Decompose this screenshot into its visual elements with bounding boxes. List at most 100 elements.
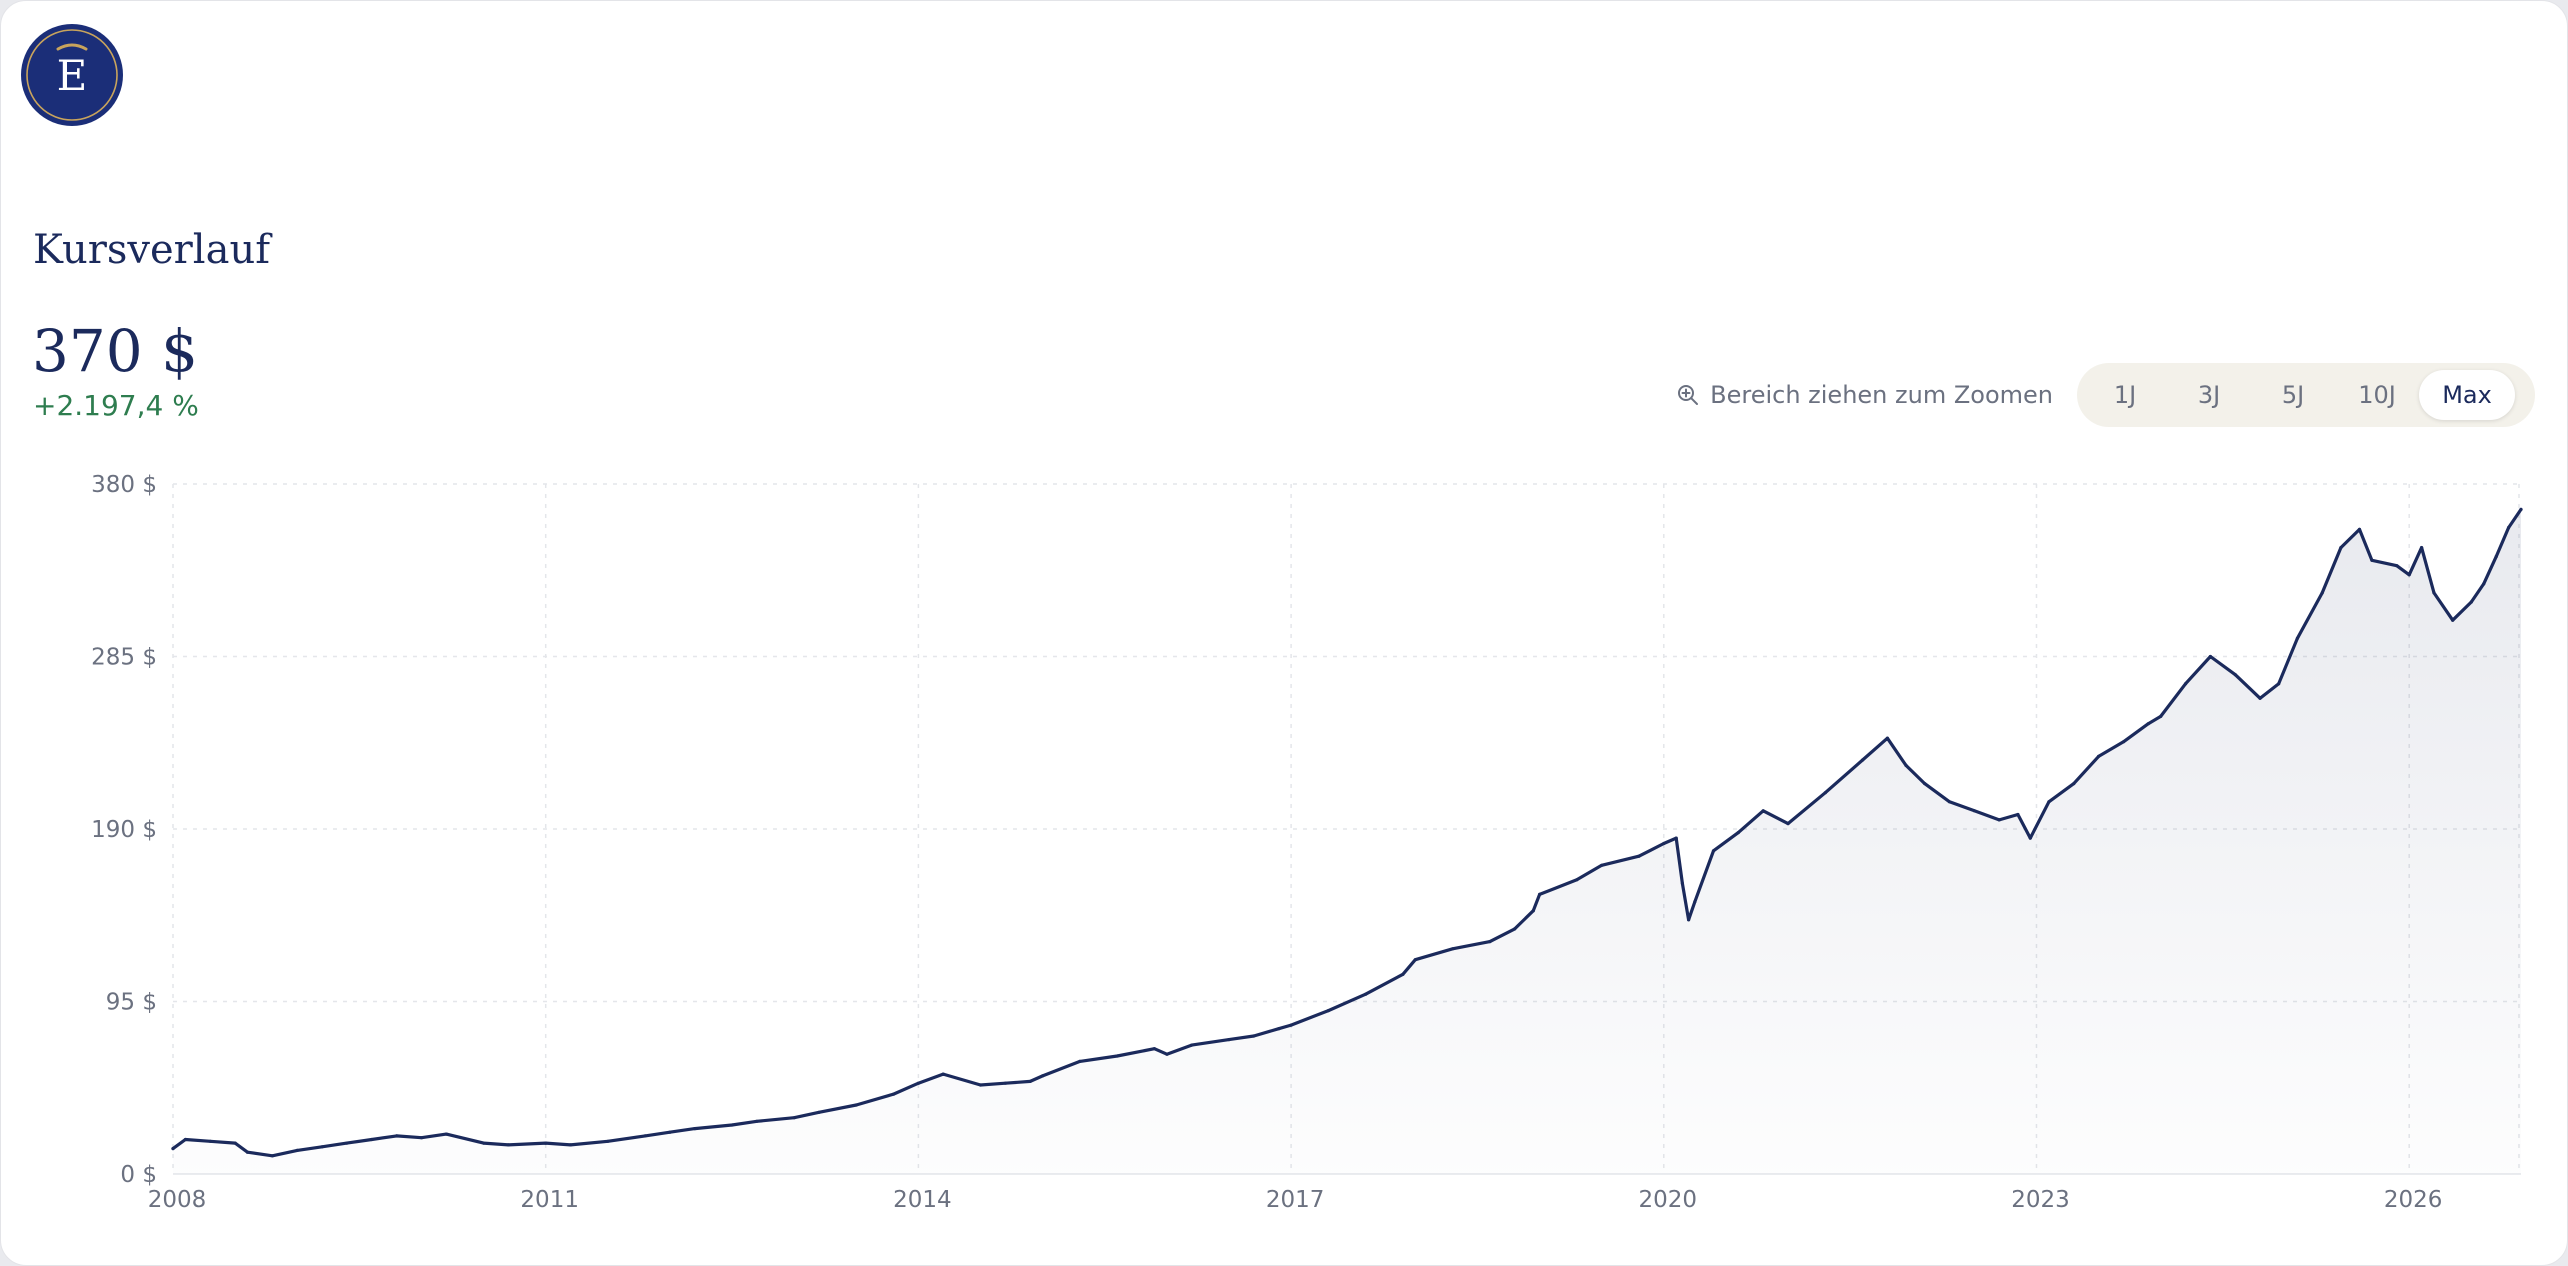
data-point bbox=[1861, 758, 1865, 762]
y-tick-label: 190 $ bbox=[91, 817, 157, 843]
data-point bbox=[395, 1134, 399, 1138]
data-point bbox=[1674, 836, 1678, 840]
data-point bbox=[1711, 849, 1716, 853]
data-point bbox=[2395, 564, 2399, 568]
data-point bbox=[1277, 1027, 1281, 1031]
data-point bbox=[2482, 582, 2486, 586]
data-point bbox=[1165, 1052, 1169, 1056]
data-point bbox=[320, 1145, 324, 1149]
data-point bbox=[2277, 682, 2281, 686]
data-point bbox=[1575, 878, 1579, 882]
data-point bbox=[941, 1072, 945, 1076]
data-point bbox=[978, 1083, 983, 1087]
range-selector: 1J 3J 5J 10J Max bbox=[2077, 363, 2535, 427]
data-point bbox=[2097, 754, 2101, 758]
data-point bbox=[1885, 736, 1889, 740]
data-point bbox=[1680, 881, 1684, 886]
data-point bbox=[419, 1136, 424, 1140]
data-point bbox=[1693, 900, 1697, 904]
data-point bbox=[2121, 740, 2126, 744]
data-point bbox=[668, 1130, 672, 1134]
data-point bbox=[1028, 1079, 1032, 1083]
data-point bbox=[2295, 636, 2299, 640]
x-tick-label: 2008 bbox=[148, 1187, 207, 1213]
data-point bbox=[2469, 600, 2473, 604]
logo-emblem-icon: E bbox=[21, 24, 123, 126]
data-point bbox=[1115, 1054, 1119, 1058]
data-point bbox=[183, 1137, 187, 1142]
x-tick-label: 2017 bbox=[1266, 1187, 1325, 1213]
y-axis: 0 $ 95 $ 190 $ 285 $ 380 $ bbox=[91, 472, 157, 1188]
y-tick-label: 380 $ bbox=[91, 472, 157, 498]
data-point bbox=[2320, 591, 2324, 595]
data-point bbox=[482, 1141, 486, 1145]
x-tick-label: 2011 bbox=[520, 1187, 579, 1213]
data-point bbox=[1687, 918, 1691, 922]
data-point bbox=[1531, 909, 1535, 913]
price-line-group bbox=[171, 507, 2523, 1158]
data-point bbox=[2432, 591, 2436, 595]
zoom-hint: Bereich ziehen zum Zoomen bbox=[1676, 378, 2053, 412]
data-point bbox=[1997, 818, 2001, 822]
zoom-in-icon bbox=[1678, 385, 1699, 405]
data-point bbox=[1190, 1043, 1194, 1047]
data-point bbox=[2339, 546, 2343, 550]
range-button-10j[interactable]: 10J bbox=[2358, 381, 2396, 409]
data-point bbox=[892, 1092, 896, 1096]
data-point bbox=[1600, 863, 1604, 867]
data-point bbox=[208, 1139, 212, 1143]
data-point bbox=[506, 1143, 510, 1147]
x-axis: 2008 2011 2014 2017 2020 2023 2026 bbox=[148, 1187, 2443, 1213]
data-point bbox=[1513, 927, 1517, 931]
data-point bbox=[2184, 682, 2188, 686]
brand-logo[interactable]: E bbox=[20, 23, 124, 127]
data-point bbox=[2146, 722, 2150, 726]
data-point bbox=[2028, 836, 2032, 840]
price-chart[interactable]: 0 $95 $190 $285 $380 $ 2008 2011 2014 2017 2… bbox=[1, 461, 2568, 1231]
data-point bbox=[2407, 573, 2411, 577]
data-point bbox=[568, 1143, 573, 1147]
data-point bbox=[1003, 1081, 1008, 1085]
data-point bbox=[2494, 555, 2498, 559]
data-point bbox=[544, 1141, 548, 1145]
data-point bbox=[2233, 673, 2237, 677]
data-point bbox=[1152, 1047, 1156, 1051]
data-point bbox=[2047, 800, 2051, 804]
data-point bbox=[1488, 940, 1492, 944]
data-point bbox=[171, 1147, 175, 1151]
data-point bbox=[2159, 714, 2163, 718]
data-point bbox=[295, 1148, 299, 1152]
data-point bbox=[817, 1110, 821, 1114]
data-point bbox=[1078, 1059, 1082, 1063]
data-point bbox=[2258, 696, 2262, 700]
chart-title: Kursverlauf bbox=[33, 227, 271, 273]
data-point bbox=[1761, 809, 1765, 813]
data-point bbox=[1252, 1034, 1256, 1038]
data-point bbox=[2370, 558, 2374, 562]
data-point bbox=[1923, 782, 1927, 786]
data-point bbox=[792, 1116, 796, 1120]
range-button-3j[interactable]: 3J bbox=[2197, 381, 2221, 409]
zoom-hint-label: Bereich ziehen zum Zoomen bbox=[1710, 381, 2053, 409]
area-fill bbox=[173, 509, 2521, 1174]
data-point bbox=[245, 1150, 250, 1154]
data-point bbox=[1041, 1074, 1045, 1078]
x-tick-label: 2026 bbox=[2384, 1187, 2443, 1213]
data-point bbox=[1736, 831, 1740, 835]
range-button-1j[interactable]: 1J bbox=[2113, 381, 2137, 409]
range-button-max[interactable]: Max bbox=[2419, 370, 2515, 420]
data-point bbox=[1786, 822, 1790, 826]
data-point bbox=[345, 1141, 349, 1145]
data-point bbox=[755, 1119, 759, 1123]
data-point bbox=[270, 1154, 274, 1158]
range-button-5j[interactable]: 5J bbox=[2281, 381, 2305, 409]
y-tick-label: 0 $ bbox=[120, 1162, 157, 1188]
data-point bbox=[643, 1134, 647, 1138]
data-point bbox=[1413, 958, 1417, 962]
y-tick-label: 285 $ bbox=[91, 645, 157, 671]
data-point bbox=[1289, 1023, 1293, 1027]
data-point bbox=[1904, 763, 1908, 767]
data-point bbox=[916, 1081, 921, 1085]
data-point bbox=[2016, 812, 2020, 817]
